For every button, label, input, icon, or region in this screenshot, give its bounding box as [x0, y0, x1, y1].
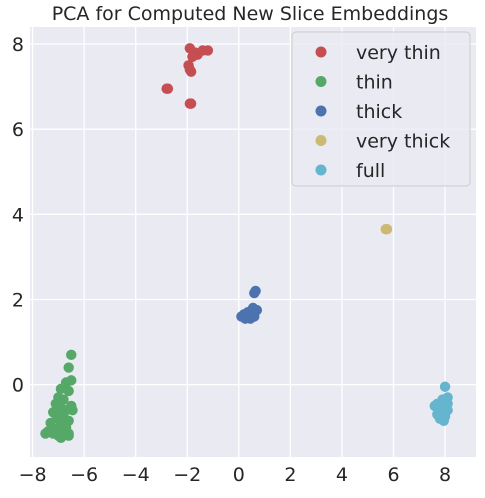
legend-label: thin	[356, 72, 393, 94]
data-point	[242, 307, 254, 318]
data-point	[58, 394, 69, 405]
y-tick-label: 6	[12, 119, 24, 141]
x-tick-label: 2	[284, 464, 296, 486]
data-point	[202, 45, 214, 56]
data-point	[63, 430, 74, 441]
data-point	[40, 428, 51, 439]
legend-label: very thin	[356, 42, 441, 64]
data-point	[249, 287, 260, 299]
data-point	[66, 349, 77, 361]
series-full	[429, 381, 453, 427]
data-point	[441, 400, 452, 412]
chart-title: PCA for Computed New Slice Embeddings	[52, 3, 449, 25]
data-point	[438, 415, 449, 427]
x-axis-ticks: −8 −6 −4 −2 0 2 4 6 8	[19, 464, 452, 486]
series-thin	[40, 349, 78, 444]
data-point	[162, 83, 174, 94]
x-tick-label: −2	[173, 464, 201, 486]
legend: very thin thin thick very thick full	[291, 31, 471, 187]
legend-marker	[315, 164, 327, 176]
series-very-thin	[161, 43, 214, 109]
legend-label: very thick	[356, 131, 450, 153]
x-tick-label: 4	[336, 464, 348, 486]
legend-label: full	[356, 160, 385, 182]
data-point	[439, 381, 451, 392]
x-tick-label: −4	[122, 464, 150, 486]
data-point	[184, 64, 196, 75]
y-tick-label: 4	[12, 204, 24, 226]
y-tick-label: 0	[12, 375, 24, 397]
data-point	[50, 409, 61, 420]
series-thick	[236, 285, 263, 324]
data-points	[40, 43, 453, 444]
grid-lines	[30, 27, 476, 457]
data-point	[67, 404, 78, 416]
x-tick-label: 8	[439, 464, 451, 486]
data-point	[63, 362, 74, 373]
y-tick-label: 2	[12, 289, 24, 311]
data-point	[381, 224, 393, 235]
x-tick-label: −8	[19, 464, 47, 486]
x-tick-label: 6	[387, 464, 399, 486]
legend-marker	[315, 105, 327, 117]
y-axis-ticks: 0 2 4 6 8	[12, 34, 24, 397]
legend-marker	[315, 76, 327, 87]
legend-marker	[315, 46, 327, 58]
series-very-thick	[380, 224, 393, 235]
legend-box	[291, 31, 471, 187]
x-tick-label: −6	[70, 464, 98, 486]
y-tick-label: 8	[12, 34, 24, 56]
data-point	[185, 98, 197, 109]
legend-marker	[315, 135, 327, 146]
data-point	[63, 385, 74, 397]
x-tick-label: 0	[233, 464, 245, 486]
legend-label: thick	[356, 101, 402, 123]
